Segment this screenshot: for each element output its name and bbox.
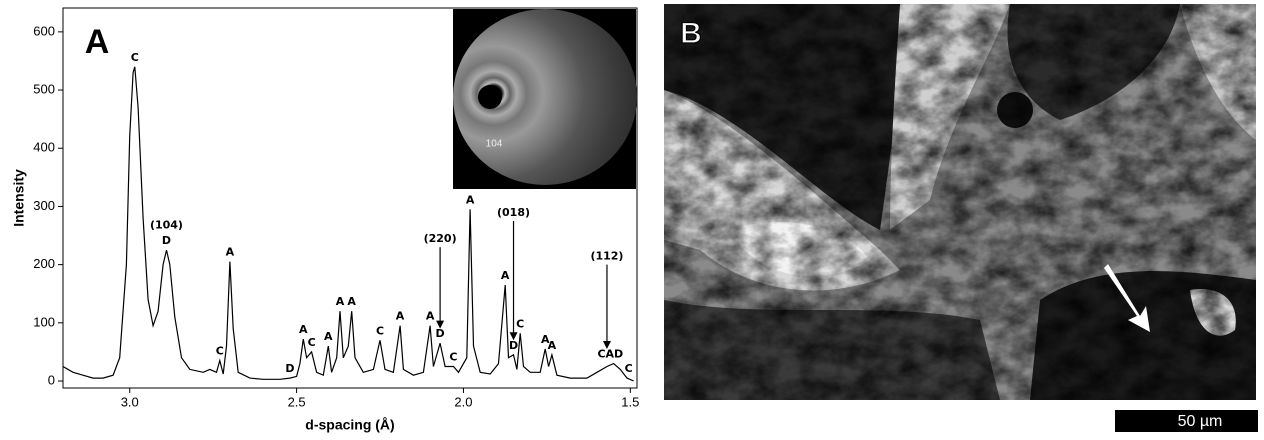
y-tick-label: 400 (33, 140, 55, 155)
x-axis-title: d-spacing (Å) (305, 417, 394, 433)
peak-label: D (162, 234, 171, 247)
peak-label: D (509, 339, 518, 352)
y-axis-title: Intensity (11, 169, 27, 227)
micro-texture (664, 4, 1256, 400)
peak-label: A (396, 310, 405, 323)
peak-label: C (216, 345, 224, 358)
peak-label: A (226, 246, 235, 259)
y-tick-label: 200 (33, 256, 55, 271)
reflection-arrowhead (509, 332, 518, 341)
peak-label: A (324, 330, 333, 343)
peak-label: A (541, 333, 550, 346)
peak-label: C (308, 336, 316, 349)
peak-label: A (466, 193, 475, 206)
peak-label: D (285, 362, 294, 375)
peak-label: (104) (150, 218, 183, 231)
peak-label: A (548, 339, 557, 352)
spectrum-line (62, 66, 634, 382)
reflection-arrowhead (436, 320, 445, 329)
inset-center (478, 85, 502, 109)
inset: 104 (453, 9, 637, 189)
peak-label: C (131, 51, 139, 64)
reflection-label: (220) (424, 232, 457, 245)
peak-label: C (449, 350, 457, 363)
inset-pattern (453, 9, 637, 185)
reflection-label: (018) (497, 206, 530, 219)
peak-label: A (501, 269, 510, 282)
reflection-arrowhead (602, 341, 611, 350)
scale-bar (1115, 410, 1258, 432)
peak-label: C (625, 362, 633, 375)
micro-arrow (1104, 264, 1150, 332)
peak-label: A (336, 295, 345, 308)
y-tick-label: 100 (33, 314, 55, 329)
x-tick-label: 3.0 (121, 394, 139, 409)
peak-label: D (436, 327, 445, 340)
plot-frame (62, 7, 638, 389)
y-tick-label: 0 (48, 372, 55, 387)
panel-label: A (85, 23, 110, 61)
peak-label: A (347, 295, 356, 308)
y-tick-label: 300 (33, 198, 55, 213)
y-tick-label: 600 (33, 23, 55, 38)
inset-label: 104 (486, 139, 503, 150)
scale-bar-label: 50 µm (1178, 413, 1223, 430)
x-tick-label: 2.0 (454, 394, 472, 409)
peak-label: C (376, 324, 384, 337)
panel-label: B (680, 17, 702, 50)
micrograph: B (664, 4, 1256, 400)
peak-label: C (516, 317, 524, 330)
peak-label: A (299, 323, 308, 336)
peak-label: CAD (597, 348, 623, 361)
reflection-label: (112) (590, 250, 623, 263)
x-tick-label: 1.5 (621, 394, 639, 409)
x-tick-label: 2.5 (288, 394, 306, 409)
peak-label: A (426, 310, 435, 323)
y-tick-label: 500 (33, 81, 55, 96)
